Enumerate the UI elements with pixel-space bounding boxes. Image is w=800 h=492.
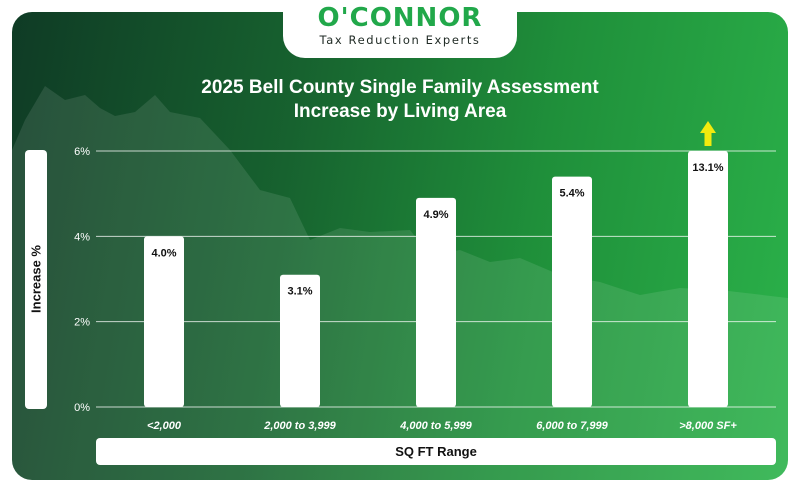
y-tick-label: 4%: [74, 231, 90, 243]
y-tick-label: 0%: [74, 402, 90, 414]
x-tick-label: 4,000 to 5,999: [399, 420, 472, 432]
bar: [416, 197, 456, 407]
x-axis-label: SQ FT Range: [96, 438, 776, 465]
data-label: 13.1%: [692, 162, 723, 174]
labels: 0% 2% 4% 6% 4.0% <2,000 3.1% 2,000 to 3,999 4.9%…: [74, 121, 737, 432]
y-tick-label: 6%: [74, 146, 90, 158]
y-axis-label: Increase %: [28, 245, 44, 313]
y-axis-label-box: [25, 150, 47, 409]
logo: O'CONNOR Tax Reduction Experts: [283, 0, 517, 58]
x-tick-label: 6,000 to 7,999: [536, 420, 608, 432]
logo-tagline: Tax Reduction Experts: [319, 33, 481, 47]
x-tick-label: <2,000: [147, 420, 182, 432]
background-area-shape: [12, 86, 788, 480]
bar: [280, 274, 320, 407]
data-label: 4.0%: [151, 247, 176, 259]
data-label: 5.4%: [559, 188, 584, 200]
bar: [144, 236, 184, 407]
y-tick-label: 2%: [74, 317, 90, 329]
chart-card: [12, 12, 788, 480]
chart-title: 2025 Bell County Single Family Assessmen…: [0, 76, 800, 124]
chart-title-line2: Increase by Living Area: [293, 101, 507, 122]
bars: [144, 151, 728, 407]
data-label: 3.1%: [287, 286, 312, 298]
x-tick-label: 2,000 to 3,999: [263, 420, 336, 432]
logo-wordmark: O'CONNOR: [317, 3, 483, 33]
chart-title-line1: 2025 Bell County Single Family Assessmen…: [201, 77, 599, 98]
bar: [552, 176, 592, 407]
data-label: 4.9%: [423, 209, 448, 221]
bar: [688, 151, 728, 407]
up-arrow-icon: [700, 121, 716, 146]
x-tick-label: >8,000 SF+: [679, 420, 737, 432]
